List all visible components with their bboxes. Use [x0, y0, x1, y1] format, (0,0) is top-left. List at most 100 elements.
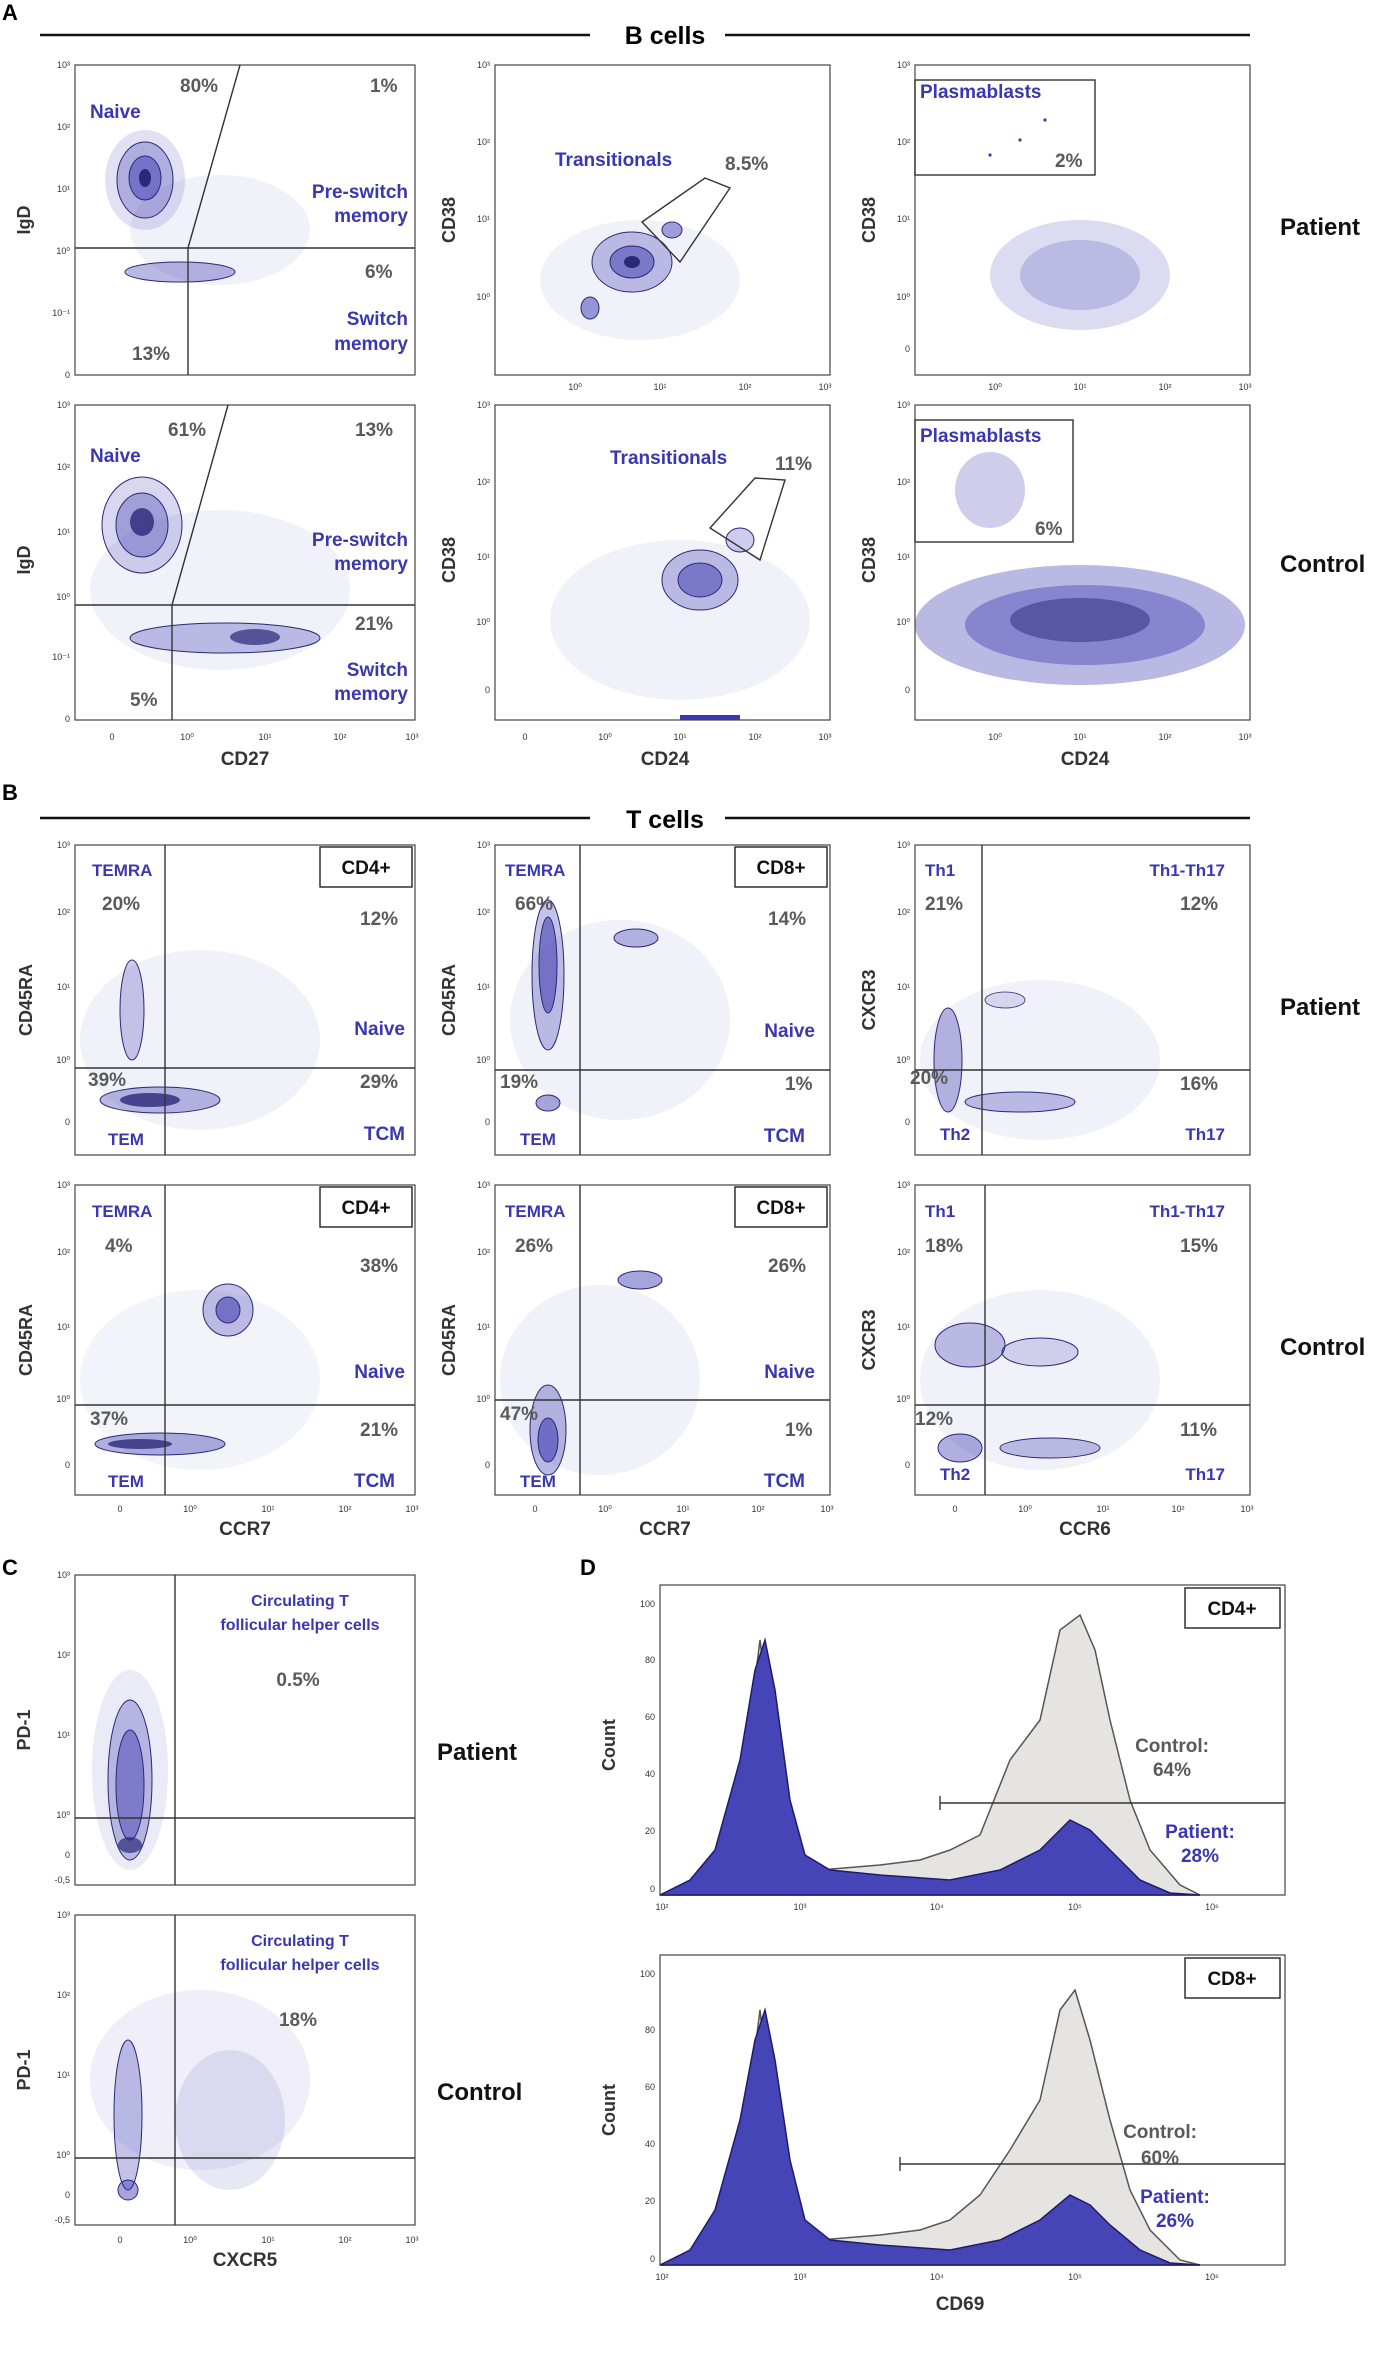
x-axis-label: CCR7 [219, 1519, 271, 1540]
tick: 10² [477, 1247, 490, 1257]
tcm-label: TCM [354, 1471, 395, 1492]
pct-bottom-left: 37% [90, 1409, 128, 1430]
pct-bottom-right: 21% [360, 1420, 398, 1441]
tick: 10⁰ [896, 617, 910, 627]
tcm-label: TCM [764, 1126, 805, 1147]
tick: 10³ [793, 2272, 806, 2282]
tick: 10² [751, 1504, 764, 1514]
y-ticks: 10³ 10² 10¹ 10⁰ 0 -0,5 [54, 1570, 70, 1885]
tick: 10³ [57, 1910, 70, 1920]
tick: 40 [645, 2139, 655, 2149]
plasmablasts-pct: 2% [1055, 151, 1083, 172]
tick: 10² [897, 907, 910, 917]
plot-a-patient-plasmablasts: 10³ 10² 10¹ 10⁰ 0 10⁰ 10¹ 10² 10³ CD38 P… [859, 60, 1252, 392]
tick: 10¹ [57, 2070, 70, 2080]
y-axis-label: IgD [14, 546, 34, 575]
patient-histogram [659, 1637, 1201, 1896]
tick: 10² [333, 732, 346, 742]
tfh-pct: 0.5% [276, 1670, 319, 1691]
switch-memory-label: memory [334, 684, 408, 705]
x-axis-label: CD27 [221, 749, 270, 770]
x-axis-label: CCR6 [1059, 1519, 1111, 1540]
tick: 10³ [57, 400, 70, 410]
pre-switch-label: Pre-switch [312, 182, 408, 203]
tick: 10³ [1238, 732, 1251, 742]
tick: 10¹ [897, 1322, 910, 1332]
tick: 10¹ [897, 552, 910, 562]
tick: 0 [65, 1117, 70, 1127]
tick: 10² [57, 1650, 70, 1660]
tick: 80 [645, 1655, 655, 1665]
tfh-gate-label-line2: follicular helper cells [220, 1617, 379, 1634]
pre-switch-memory-label: memory [334, 554, 408, 575]
tick: 10⁰ [598, 1504, 612, 1514]
tick: 0 [485, 1117, 490, 1127]
panel-letter-c: C [2, 1555, 18, 1580]
th2-label: Th2 [940, 1465, 970, 1484]
y-axis-label: PD-1 [14, 2049, 34, 2090]
tick: 10¹ [676, 1504, 689, 1514]
tfh-gate-label-line1: Circulating T [251, 1593, 349, 1610]
tick: 10² [1171, 1504, 1184, 1514]
pct-bottom-left: 19% [500, 1072, 538, 1093]
panel-letter-a: A [2, 0, 18, 25]
tick: 10⁰ [476, 617, 490, 627]
tick: 10⁶ [1205, 1902, 1219, 1912]
tick: 10¹ [897, 214, 910, 224]
tick: 0 [905, 344, 910, 354]
tick: 10² [655, 2272, 668, 2282]
tick: 10⁰ [56, 592, 70, 602]
x-ticks: 0 10⁰ 10¹ 10² 10³ [952, 1504, 1253, 1514]
tick: 10¹ [1073, 382, 1086, 392]
tick: 0 [65, 1460, 70, 1470]
tick: 10² [477, 907, 490, 917]
tick: 10¹ [261, 2235, 274, 2245]
tick: 20 [645, 2196, 655, 2206]
tick: 10² [57, 1247, 70, 1257]
scatter-cloud [550, 527, 810, 720]
pct-bottom-right: 29% [360, 1072, 398, 1093]
y-ticks: 10³ 10² 10¹ 10⁰ 0 [476, 840, 490, 1127]
pct-top-right: 1% [370, 76, 398, 97]
population-box: CD4+ [341, 1198, 390, 1219]
tick: 10³ [57, 1570, 70, 1580]
tick: 10¹ [673, 732, 686, 742]
tick: 10³ [897, 400, 910, 410]
pct-top-left: 80% [180, 76, 218, 97]
pct-bottom-left: 39% [88, 1070, 126, 1091]
transitionals-label: Transitionals [555, 150, 672, 171]
y-axis-label: CD45RA [16, 964, 36, 1036]
tick: 10³ [1240, 1504, 1253, 1514]
tick: 10³ [897, 840, 910, 850]
plot-a-patient-cd38-cd24: 10³ 10² 10¹ 10⁰ 10⁰ 10¹ 10² 10³ CD38 Tra… [439, 60, 832, 392]
scatter-cloud [80, 950, 320, 1130]
x-ticks: 0 10⁰ 10¹ 10² 10³ [532, 1504, 833, 1514]
pct-bottom-left: 12% [915, 1409, 953, 1430]
tick: 0 [532, 1504, 537, 1514]
x-axis-label: CXCR5 [213, 2250, 278, 2271]
plot-a-control-cd38-cd24: 10³ 10² 10¹ 10⁰ 0 0 10⁰ 10¹ 10² 10³ CD38… [439, 400, 832, 770]
tick: 10⁰ [988, 732, 1002, 742]
tick: 100 [640, 1599, 655, 1609]
pct-top-left: 4% [105, 1236, 133, 1257]
tick: 10⁰ [56, 1055, 70, 1065]
tick: 0 [117, 1504, 122, 1514]
scatter-cloud [988, 118, 1170, 330]
pct-top-left: 66% [515, 894, 553, 915]
tick: 10² [338, 2235, 351, 2245]
tick: 10⁰ [476, 1394, 490, 1404]
pre-switch-label: Pre-switch [312, 530, 408, 551]
tick: 10² [897, 137, 910, 147]
tick: 10¹ [897, 982, 910, 992]
y-ticks: 10³ 10² 10¹ 10⁰ 0 [896, 400, 910, 695]
tick: 10³ [477, 840, 490, 850]
tick: 0 [65, 370, 70, 380]
tick: 10² [655, 1902, 668, 1912]
patient-pct: 26% [1156, 2211, 1194, 2232]
y-ticks: 10³ 10² 10¹ 10⁰ 10⁻¹ 0 [52, 60, 70, 380]
tick: 10⁰ [56, 2150, 70, 2160]
th1-label: Th1 [925, 1202, 955, 1221]
tick: 10⁰ [896, 292, 910, 302]
x-ticks: 10⁰ 10¹ 10² 10³ [988, 382, 1251, 392]
temra-label: TEMRA [92, 1202, 152, 1221]
